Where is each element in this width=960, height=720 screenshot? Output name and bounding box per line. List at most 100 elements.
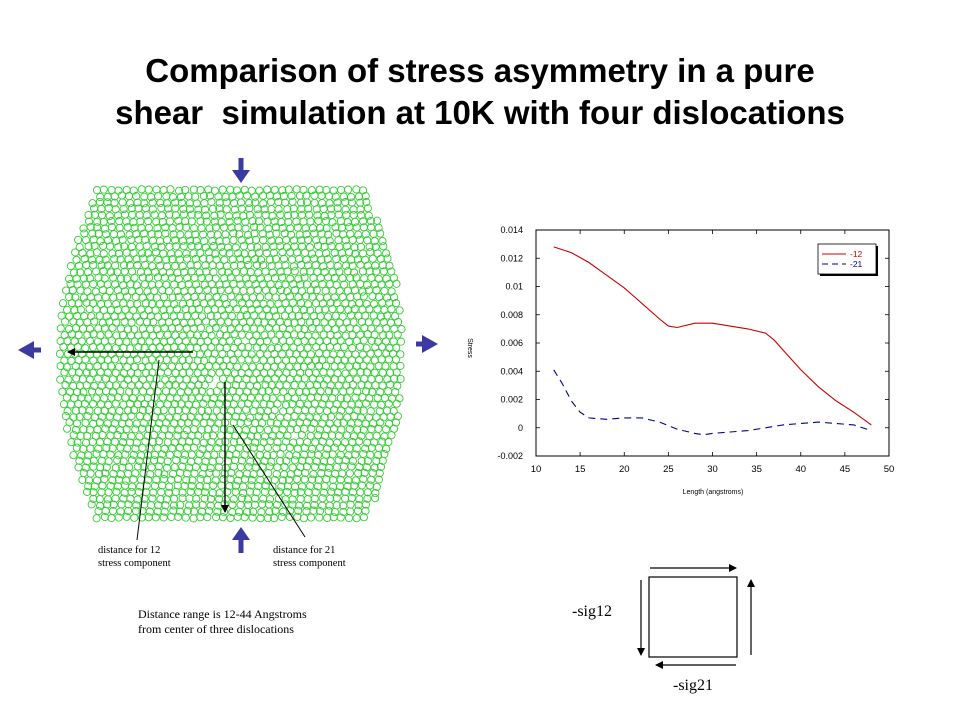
atom [110, 198, 119, 207]
atom [342, 242, 351, 251]
atom [279, 192, 288, 201]
atom [205, 443, 214, 453]
atom [168, 193, 178, 202]
atom [96, 400, 106, 409]
atom [235, 470, 244, 479]
atom [202, 211, 211, 220]
atom [328, 304, 337, 314]
atom [255, 425, 264, 434]
atom [107, 513, 116, 523]
atom [349, 210, 358, 219]
atom [290, 330, 299, 339]
atom [273, 438, 282, 447]
atom [282, 381, 291, 390]
atom [233, 216, 242, 225]
atom [110, 355, 120, 364]
atom [251, 355, 260, 364]
atom [181, 394, 190, 403]
atom [175, 507, 185, 516]
atom [264, 312, 273, 321]
atom [279, 507, 288, 516]
atom [237, 355, 246, 364]
atom [290, 381, 299, 390]
atom [76, 305, 85, 314]
atom [334, 431, 343, 440]
atom [105, 242, 115, 251]
atom [347, 255, 356, 264]
atom [61, 412, 70, 421]
atom [258, 191, 268, 200]
atom [144, 349, 153, 358]
atom [66, 262, 75, 271]
atom [328, 394, 337, 403]
atom [101, 469, 110, 478]
atom [328, 431, 337, 440]
atom [102, 443, 111, 452]
atom [266, 368, 276, 377]
atom [193, 356, 202, 365]
atom [328, 450, 337, 459]
atom [97, 355, 106, 364]
atom [210, 349, 219, 358]
atom [177, 198, 186, 207]
atom [250, 229, 259, 238]
y-tick-label: 0.006 [500, 338, 523, 348]
atom [333, 343, 342, 352]
atom [350, 481, 359, 490]
atom [206, 463, 215, 473]
atom [106, 450, 115, 459]
atom [263, 425, 272, 435]
atom [277, 394, 286, 403]
atom [258, 311, 267, 320]
atom [170, 280, 179, 289]
atom [232, 286, 241, 295]
atom [116, 426, 125, 435]
atom [132, 192, 141, 201]
atom [346, 293, 355, 302]
atom [383, 254, 392, 263]
atom [203, 406, 213, 416]
atom [335, 267, 344, 276]
atom [356, 368, 365, 377]
atom [217, 481, 226, 490]
atom [325, 199, 334, 208]
atom [308, 444, 317, 454]
atom [234, 249, 243, 258]
atom [346, 192, 356, 202]
atom [299, 350, 308, 359]
atom [322, 349, 331, 358]
atom [382, 444, 391, 453]
atom [74, 463, 83, 472]
atom [235, 507, 244, 516]
atom [147, 355, 156, 364]
atom [319, 368, 328, 377]
atom [362, 463, 371, 472]
atom [357, 431, 366, 440]
atom [337, 185, 346, 194]
atom [58, 387, 67, 396]
atom [162, 235, 172, 244]
atom [297, 242, 307, 251]
atom [221, 192, 230, 201]
atom [247, 476, 256, 485]
atom [265, 507, 274, 516]
atom [299, 305, 309, 315]
atom [174, 512, 183, 521]
atom [197, 406, 206, 415]
atom [221, 495, 230, 504]
atom [374, 443, 383, 452]
atom [249, 324, 258, 333]
atom [208, 355, 217, 364]
atom [55, 349, 64, 358]
atom [211, 323, 220, 332]
atom [217, 217, 226, 227]
atom [73, 438, 82, 447]
atom [121, 481, 130, 490]
atom [175, 222, 184, 232]
atom [263, 217, 272, 226]
atom [278, 374, 288, 383]
atom [191, 192, 200, 201]
atom [301, 468, 310, 477]
atom [76, 286, 85, 295]
atom [107, 336, 116, 345]
